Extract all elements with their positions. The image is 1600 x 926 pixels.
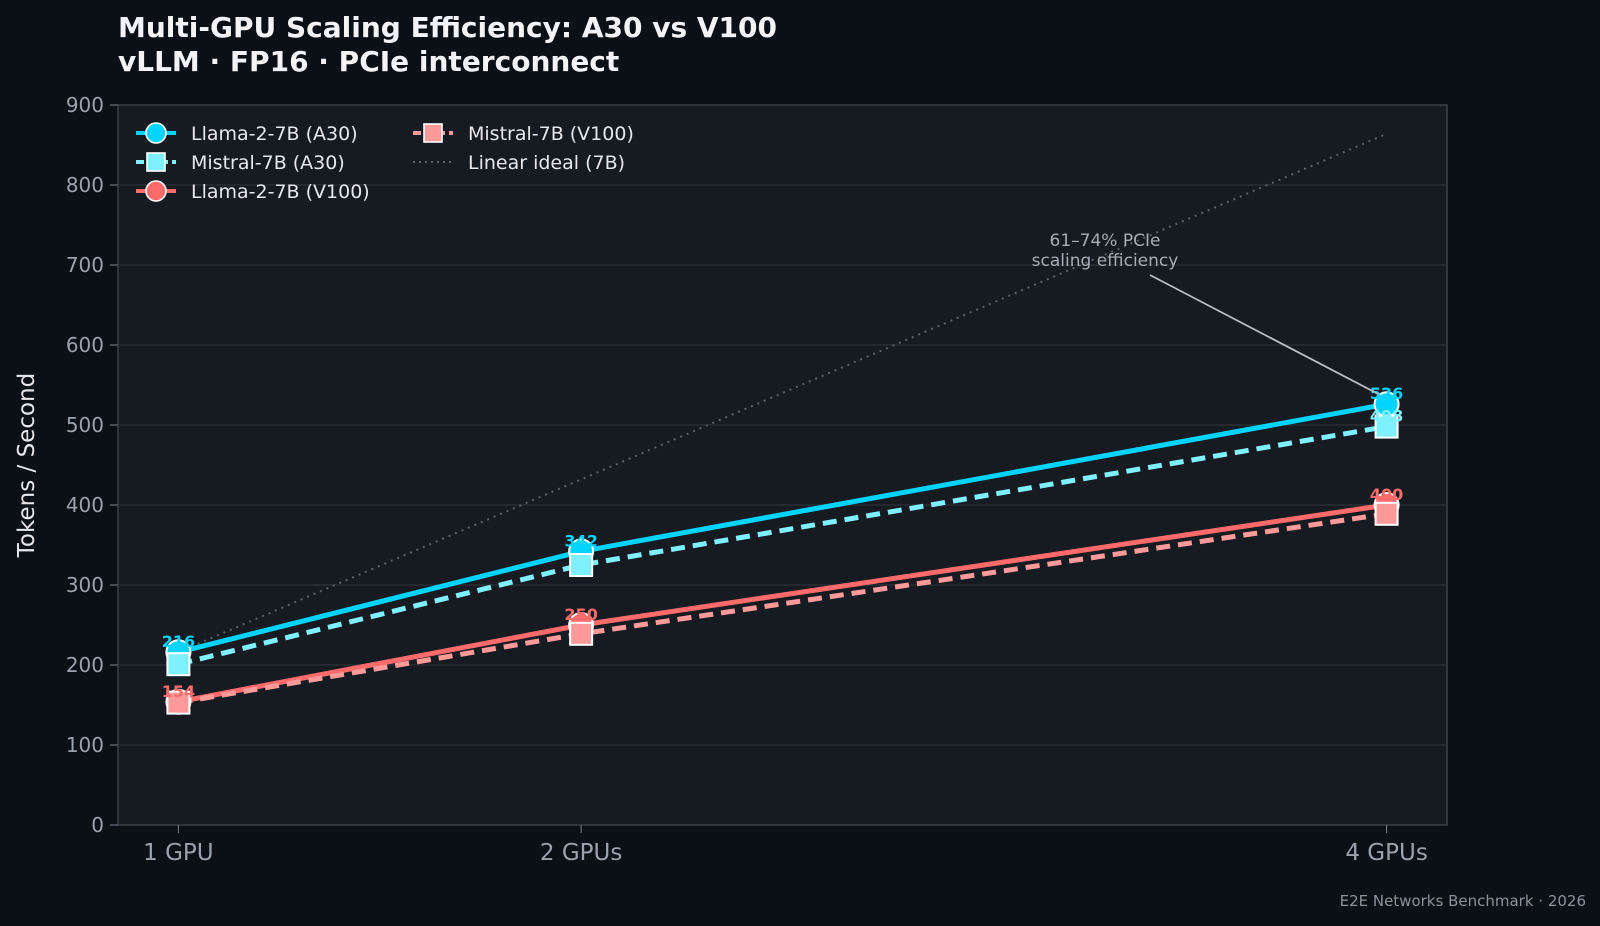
series-markers: [165, 391, 1400, 715]
data-label: 154: [162, 682, 195, 701]
series-line-mistral-7b-a30: [177, 424, 1388, 667]
y-tick-label: 200: [66, 653, 104, 677]
x-tick-label: 1 GPU: [143, 840, 213, 866]
x-tick-label: 2 GPUs: [540, 840, 622, 866]
y-tick-label: 700: [66, 253, 104, 277]
y-tick-label: 100: [66, 733, 104, 757]
data-label: 526: [1370, 384, 1403, 403]
marker-mistral-7b-a30: [1374, 414, 1399, 439]
y-tick-label: 600: [66, 333, 104, 357]
plot-area: [117, 104, 1448, 826]
annotation-arrow: [1149, 274, 1380, 395]
footer-credit: E2E Networks Benchmark · 2026: [1340, 892, 1586, 910]
data-label: 216: [162, 632, 195, 651]
legend-label: Llama-2-7B (A30): [191, 123, 358, 145]
grid-lines: [118, 184, 1447, 746]
data-label: 400: [1370, 485, 1403, 504]
marker-mistral-7b-v100: [166, 690, 191, 715]
annotation-text: scaling efficiency: [1032, 251, 1179, 271]
legend-swatch-marker: [146, 152, 166, 172]
data-label: 498: [1370, 407, 1403, 426]
y-axis-title: Tokens / Second: [14, 373, 40, 558]
chart-title: Multi-GPU Scaling Efficiency: A30 vs V10…: [118, 11, 777, 44]
chart-subtitle: vLLM · FP16 · PCIe interconnect: [118, 45, 619, 78]
y-tick-label: 500: [66, 413, 104, 437]
legend-swatch-marker: [145, 180, 167, 202]
y-tick-label: 300: [66, 573, 104, 597]
legend-swatch-marker: [423, 123, 443, 143]
marker-mistral-7b-v100: [569, 621, 594, 646]
y-axis: 0 100 200 300 400 500 600 700 800 900: [66, 93, 118, 837]
legend-swatch-marker: [145, 122, 167, 144]
annotation-text: 61–74% PCIe: [1050, 231, 1161, 251]
legend-label: Mistral-7B (A30): [191, 152, 345, 174]
x-tick-label: 4 GPUs: [1345, 840, 1427, 866]
legend: Llama-2-7B (A30) Mistral-7B (A30) Llama-2-…: [136, 122, 634, 203]
legend-label: Linear ideal (7B): [468, 152, 625, 174]
legend-label: Llama-2-7B (V100): [191, 181, 370, 203]
data-label: 342: [564, 531, 597, 550]
data-label: 250: [564, 605, 597, 624]
legend-label: Mistral-7B (V100): [468, 123, 634, 145]
series-line-linear-ideal-7b: [178, 132, 1387, 654]
data-labels: 216 342 526 498 154 250 400: [162, 384, 1404, 701]
y-tick-label: 800: [66, 173, 104, 197]
y-tick-label: 400: [66, 493, 104, 517]
marker-mistral-7b-v100: [1374, 501, 1399, 526]
marker-mistral-7b-a30: [166, 652, 191, 677]
y-tick-label: 0: [91, 813, 104, 837]
x-axis: 1 GPU 2 GPUs 4 GPUs: [143, 825, 1428, 866]
marker-mistral-7b-a30: [569, 553, 594, 577]
y-tick-label: 900: [66, 93, 104, 117]
